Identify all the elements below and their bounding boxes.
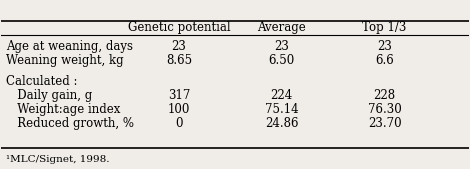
Text: 8.65: 8.65	[166, 54, 192, 67]
Text: Calculated :: Calculated :	[6, 75, 78, 88]
Text: 23: 23	[377, 40, 392, 53]
Text: 0: 0	[175, 117, 183, 130]
Text: Age at weaning, days: Age at weaning, days	[6, 40, 133, 53]
Text: Daily gain, g: Daily gain, g	[6, 89, 92, 102]
Text: Average: Average	[258, 21, 306, 34]
Text: 6.50: 6.50	[268, 54, 295, 67]
Text: Genetic potential: Genetic potential	[128, 21, 230, 34]
Text: 23.70: 23.70	[368, 117, 401, 130]
Text: Weight:age index: Weight:age index	[6, 103, 120, 116]
Text: ¹MLC/Signet, 1998.: ¹MLC/Signet, 1998.	[6, 155, 110, 164]
Text: 23: 23	[274, 40, 289, 53]
Text: 23: 23	[172, 40, 187, 53]
Text: 224: 224	[271, 89, 293, 102]
Text: 24.86: 24.86	[265, 117, 298, 130]
Text: Top 1/3: Top 1/3	[362, 21, 407, 34]
Text: 228: 228	[374, 89, 396, 102]
Text: 317: 317	[168, 89, 190, 102]
Text: 75.14: 75.14	[265, 103, 298, 116]
Text: Weaning weight, kg: Weaning weight, kg	[6, 54, 124, 67]
Text: 100: 100	[168, 103, 190, 116]
Text: Reduced growth, %: Reduced growth, %	[6, 117, 134, 130]
Text: 76.30: 76.30	[368, 103, 401, 116]
Text: 6.6: 6.6	[375, 54, 394, 67]
